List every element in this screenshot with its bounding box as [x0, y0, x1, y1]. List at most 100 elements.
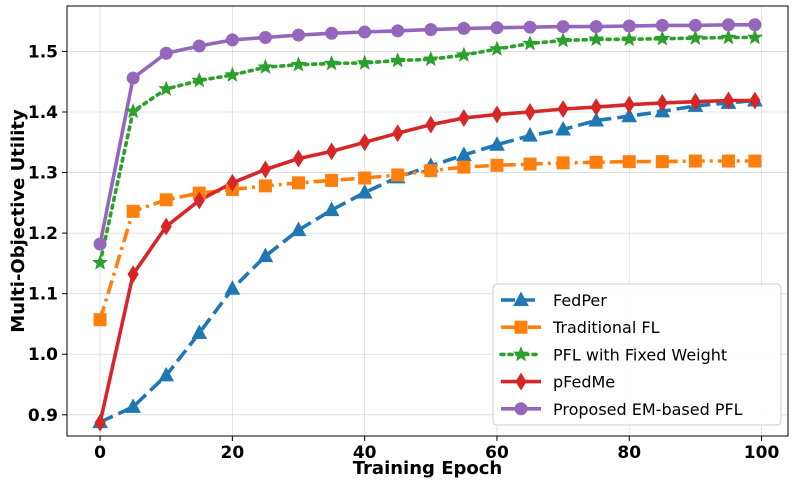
- series-0-point: [621, 107, 638, 123]
- series-0-point: [588, 111, 605, 127]
- series-4-point: [192, 39, 206, 53]
- y-tick-label: 0.9: [28, 406, 58, 426]
- series-0-point: [257, 247, 274, 263]
- legend-swatch-marker: [512, 346, 530, 362]
- series-2-point: [488, 40, 505, 56]
- series-1-point: [688, 154, 702, 168]
- x-tick-label: 80: [617, 443, 641, 463]
- series-4-point: [523, 20, 537, 34]
- series-3-point: [458, 109, 470, 127]
- series-3-point: [193, 191, 205, 210]
- series-4-point: [490, 21, 504, 35]
- series-4-point: [126, 71, 140, 85]
- legend-swatch-marker: [514, 320, 528, 334]
- series-3-point: [359, 133, 371, 152]
- x-tick-label: 40: [353, 443, 377, 463]
- series-2-point: [455, 46, 472, 62]
- series-3-point: [590, 98, 602, 117]
- series-2-point: [191, 72, 208, 88]
- y-tick-label: 1.2: [28, 224, 58, 244]
- series-3-point: [623, 95, 635, 114]
- series-2-point: [621, 30, 638, 47]
- series-1-point: [358, 171, 372, 185]
- legend-entry-label: Traditional FL: [552, 318, 660, 337]
- series-3-point: [326, 142, 338, 161]
- legend-entry-label: pFedMe: [553, 373, 615, 392]
- series-1-point: [523, 157, 537, 171]
- legend-swatch-marker: [513, 291, 529, 306]
- series-3-point: [749, 91, 761, 110]
- series-3-point: [259, 160, 271, 179]
- series-1-point: [292, 176, 306, 190]
- series-3-point: [160, 217, 172, 236]
- series-2-point: [323, 55, 340, 71]
- series-0-point: [489, 136, 505, 151]
- legend-swatch-marker: [515, 372, 527, 391]
- series-2-point: [555, 32, 572, 48]
- series-4-point: [159, 46, 173, 60]
- series-3-point: [392, 124, 404, 143]
- series-2-point: [257, 58, 274, 74]
- series-3-point: [226, 173, 238, 192]
- series-2-point: [422, 50, 439, 67]
- legend: FedPer Traditional FL PFL with Fixed Weigh…: [492, 283, 782, 426]
- series-3-point: [292, 149, 305, 168]
- series-2-point: [588, 30, 605, 47]
- series-2-point: [389, 52, 406, 68]
- series-0-point: [158, 366, 175, 382]
- series-4-point: [391, 24, 405, 38]
- y-tick-label: 1.1: [28, 285, 58, 305]
- series-0-point: [125, 398, 141, 413]
- series-0-point: [191, 324, 208, 339]
- series-2-point: [746, 29, 763, 45]
- series-3-point: [491, 105, 503, 124]
- series-4-point: [358, 25, 372, 39]
- series-2-point: [224, 66, 241, 82]
- series-4-point: [589, 20, 603, 34]
- series-0-point: [356, 183, 373, 199]
- axis-ticks: 0 20 40 60 80 100 0.9 1.0 1.1 1.2 1.3 1.4 1.5: [28, 42, 780, 463]
- series-2-point: [522, 35, 539, 51]
- series-1-point: [490, 158, 504, 172]
- series-1-point: [622, 155, 636, 169]
- series-0-point: [224, 280, 241, 295]
- series-3-point: [689, 92, 701, 111]
- series-line-2: [98, 35, 757, 265]
- series-1-point: [93, 313, 107, 327]
- x-axis-label: Training Epoch: [353, 458, 502, 479]
- series-2-point: [92, 254, 109, 270]
- series-4-point: [622, 19, 636, 33]
- plot-frame: [66, 5, 789, 437]
- series-1-point: [748, 154, 762, 168]
- y-tick-label: 1.0: [28, 345, 58, 365]
- series-2-point: [125, 102, 142, 119]
- x-tick-label: 0: [94, 443, 106, 463]
- y-tick-label: 1.5: [28, 42, 58, 62]
- series-4-point: [721, 18, 735, 32]
- series-4-point: [93, 237, 107, 251]
- series-3-point: [524, 103, 536, 121]
- series-1-point: [457, 160, 471, 174]
- series-4-point: [424, 23, 438, 37]
- series-3-point: [722, 91, 735, 110]
- series-1-point: [655, 155, 669, 169]
- series-1-point: [126, 204, 140, 218]
- series-3-point: [656, 93, 668, 112]
- series-4-point: [655, 18, 669, 32]
- series-3-point: [557, 100, 569, 118]
- grid: [67, 6, 788, 436]
- x-tick-label: 60: [485, 443, 509, 463]
- series-0-point: [290, 221, 307, 237]
- series-3-point: [127, 265, 139, 284]
- series-3-point: [94, 413, 106, 432]
- x-tick-label: 20: [221, 443, 245, 463]
- legend-entry-label: PFL with Fixed Weight: [553, 345, 727, 364]
- series-0-point: [555, 120, 571, 136]
- series-4-point: [748, 18, 762, 32]
- series-4-point: [225, 33, 239, 47]
- series-0-point: [456, 146, 472, 161]
- series-4-point: [457, 21, 471, 35]
- series-4-point: [258, 30, 272, 44]
- series-0-point: [323, 201, 340, 217]
- series-0-point: [522, 127, 538, 142]
